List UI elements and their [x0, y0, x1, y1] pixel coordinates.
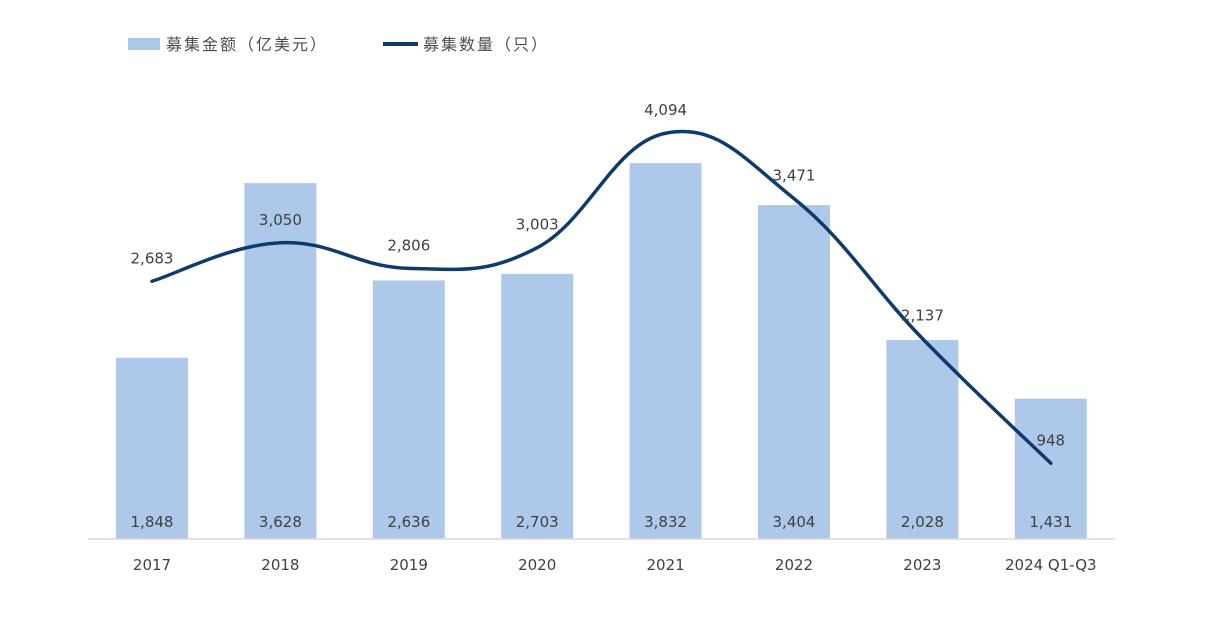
x-tick-label: 2022 — [775, 556, 813, 574]
line-value-label: 2,806 — [387, 236, 430, 254]
bar — [886, 340, 959, 539]
bar-value-label: 1,431 — [1029, 513, 1072, 531]
bar-value-label: 2,703 — [516, 513, 559, 531]
legend-item-count: 募集数量（只） — [383, 35, 549, 54]
line-point — [1049, 461, 1053, 465]
line-point — [407, 266, 411, 270]
x-tick-label: 2024 Q1-Q3 — [1005, 556, 1097, 574]
x-tick-label: 2019 — [390, 556, 428, 574]
bar — [244, 183, 317, 539]
line-value-label: 4,094 — [644, 101, 687, 119]
line-point — [150, 279, 154, 283]
bar-value-label: 2,636 — [387, 513, 430, 531]
bar-labels: 1,848 3,628 2,636 2,703 3,832 3,404 2,028 1,431 — [131, 513, 1073, 531]
legend-label-count: 募集数量（只） — [423, 35, 549, 54]
bar — [372, 280, 445, 539]
legend-label-amount: 募集金额（亿美元） — [166, 35, 328, 54]
line-point — [278, 241, 282, 245]
bar-value-label: 1,848 — [131, 513, 174, 531]
bar-value-label: 3,628 — [259, 513, 302, 531]
bar — [501, 273, 574, 539]
legend: 募集金额（亿美元） 募集数量（只） — [128, 35, 549, 54]
x-tick-label: 2021 — [647, 556, 685, 574]
bar-value-label: 3,404 — [773, 513, 816, 531]
line-value-label: 3,471 — [773, 167, 816, 185]
bar-value-label: 2,028 — [901, 513, 944, 531]
line-point — [664, 131, 668, 135]
line-series — [150, 129, 1053, 466]
line-path — [150, 129, 1053, 466]
x-tick-label: 2017 — [133, 556, 171, 574]
legend-item-amount: 募集金额（亿美元） — [128, 35, 328, 54]
line-value-label: 948 — [1036, 431, 1065, 449]
bar — [758, 205, 830, 539]
line-value-label: 2,137 — [901, 307, 944, 325]
x-tick-label: 2018 — [261, 556, 299, 574]
line-labels: 2,683 3,050 2,806 3,003 4,094 3,471 2,137 948 — [131, 101, 1066, 449]
line-point — [920, 337, 924, 341]
x-tick-label: 2023 — [903, 556, 941, 574]
line-value-label: 3,003 — [516, 216, 559, 234]
line-value-label: 2,683 — [131, 249, 174, 267]
legend-swatch-amount — [128, 38, 160, 50]
line-point — [535, 246, 539, 250]
line-value-label: 3,050 — [259, 211, 302, 229]
bar — [629, 163, 702, 539]
x-tick-label: 2020 — [518, 556, 556, 574]
bar-value-label: 3,832 — [644, 513, 687, 531]
line-point — [792, 197, 796, 201]
bar — [116, 357, 188, 539]
bar — [1014, 398, 1087, 539]
x-axis-ticks: 2017 2018 2019 2020 2021 2022 2023 2024 Q1-Q3 — [133, 556, 1097, 574]
